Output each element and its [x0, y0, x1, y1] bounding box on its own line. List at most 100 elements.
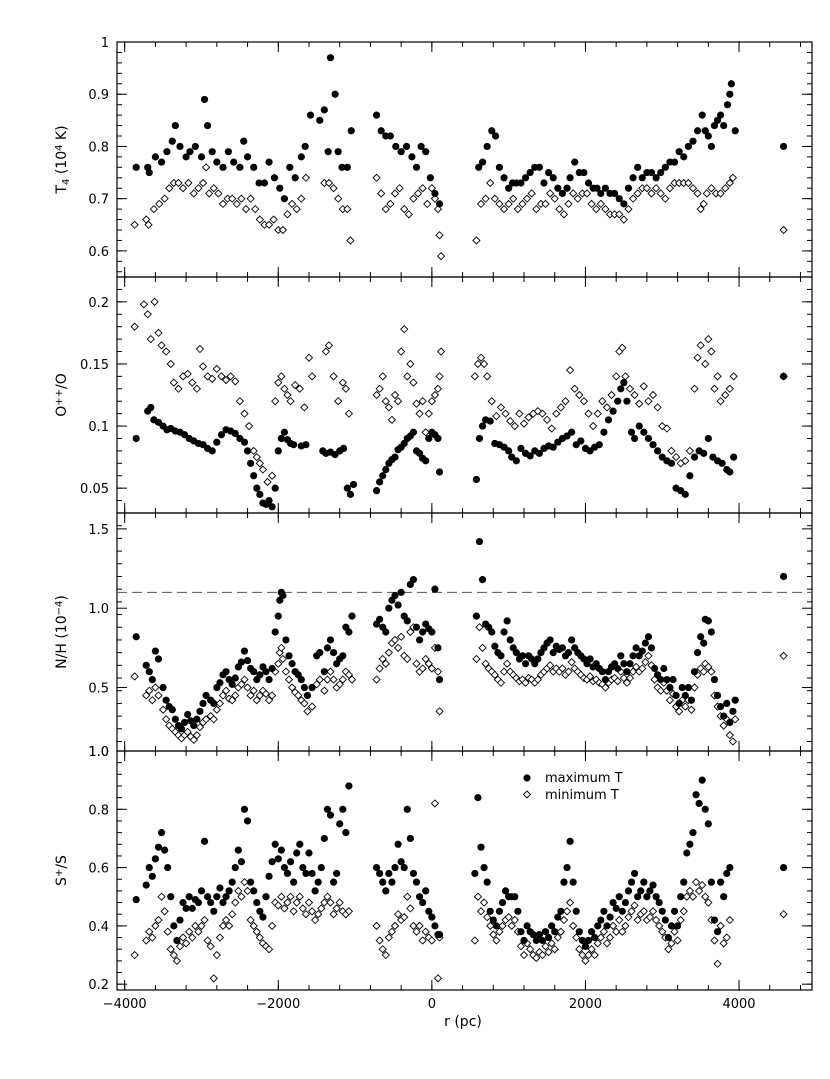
- data-point-min: [310, 915, 320, 925]
- data-point-min: [707, 667, 716, 676]
- data-point-min: [436, 251, 446, 261]
- data-point-min: [544, 947, 553, 957]
- data-point-min: [698, 880, 707, 890]
- data-point-min: [519, 419, 529, 428]
- data-point-min: [479, 359, 489, 369]
- data-point-max: [505, 447, 513, 455]
- data-point-min: [281, 667, 291, 676]
- data-point-min: [435, 372, 444, 381]
- data-point-max: [346, 490, 355, 498]
- y-tick-label: 0.7: [88, 193, 109, 208]
- data-point-min: [400, 912, 409, 922]
- data-point-min: [699, 199, 708, 209]
- data-point-max: [511, 893, 519, 901]
- data-point-max: [171, 121, 179, 130]
- data-point-max: [301, 142, 309, 151]
- data-point-max: [391, 591, 399, 600]
- data-point-min: [545, 189, 555, 198]
- data-point-min: [347, 675, 357, 684]
- data-point-min: [194, 184, 203, 193]
- data-point-max: [534, 655, 542, 663]
- data-point-max: [681, 691, 689, 700]
- data-point-max: [652, 174, 660, 182]
- data-point-max: [188, 904, 196, 912]
- data-point-max: [478, 576, 487, 584]
- data-point-min: [346, 236, 355, 245]
- data-point-min: [381, 397, 390, 406]
- data-point-max: [698, 111, 706, 119]
- data-point-min: [608, 921, 618, 931]
- data-point-max: [617, 385, 625, 393]
- data-point-max: [593, 184, 601, 192]
- data-point-min: [545, 661, 555, 670]
- data-point-min: [341, 384, 350, 393]
- data-point-max: [403, 805, 411, 813]
- data-point-max: [391, 453, 399, 461]
- data-point-min: [174, 178, 183, 188]
- data-point-min: [157, 892, 166, 901]
- data-point-max: [182, 904, 190, 912]
- data-point-min: [470, 372, 480, 381]
- data-point-min: [154, 328, 163, 338]
- data-point-max: [710, 916, 719, 924]
- data-point-max: [538, 936, 547, 945]
- data-point-max: [435, 200, 444, 208]
- data-point-max: [293, 849, 301, 857]
- data-point-min: [378, 945, 387, 954]
- data-point-min: [542, 415, 552, 424]
- data-point-min: [269, 215, 278, 224]
- data-point-max: [394, 601, 402, 609]
- data-point-max: [669, 676, 677, 684]
- data-point-min: [162, 347, 171, 356]
- data-point-max: [392, 142, 400, 151]
- data-point-max: [262, 668, 270, 676]
- y-axis-label-close: /O: [54, 373, 70, 389]
- data-point-max: [575, 928, 583, 936]
- data-point-max: [422, 457, 430, 465]
- data-point-min: [184, 178, 193, 188]
- data-point-max: [376, 869, 384, 878]
- data-point-min: [713, 372, 722, 381]
- data-point-min: [681, 456, 690, 465]
- data-point-min: [584, 950, 593, 960]
- data-point-min: [779, 651, 788, 660]
- data-point-min: [192, 384, 202, 393]
- data-point-max: [549, 174, 557, 182]
- data-point-min: [393, 397, 403, 406]
- data-point-max: [145, 168, 153, 177]
- data-point-max: [577, 437, 585, 445]
- data-point-min: [570, 384, 579, 393]
- data-point-max: [517, 179, 525, 187]
- data-point-max: [704, 434, 712, 443]
- data-point-min: [413, 189, 423, 198]
- data-point-min: [675, 707, 684, 716]
- data-point-min: [582, 189, 592, 198]
- data-point-max: [640, 878, 648, 886]
- data-point-max: [243, 817, 252, 825]
- data-point-max: [435, 676, 444, 684]
- data-point-max: [718, 459, 726, 467]
- data-point-min: [593, 939, 602, 948]
- data-point-max: [286, 858, 295, 866]
- data-point-min: [375, 936, 384, 945]
- data-point-max: [208, 148, 216, 156]
- data-point-min: [619, 673, 628, 683]
- data-point-min: [701, 359, 710, 369]
- data-point-min: [479, 898, 489, 907]
- data-point-min: [198, 362, 208, 371]
- data-point-max: [603, 922, 611, 930]
- data-point-max: [151, 855, 159, 863]
- data-point-min: [707, 184, 716, 193]
- data-point-max: [379, 878, 387, 886]
- data-point-min: [716, 397, 725, 406]
- data-point-min: [228, 696, 237, 705]
- data-point-min: [406, 359, 415, 369]
- data-point-min: [252, 696, 261, 705]
- data-point-max: [372, 487, 381, 495]
- data-point-min: [569, 921, 578, 931]
- data-point-min: [329, 372, 338, 381]
- data-point-max: [503, 617, 511, 625]
- data-point-min: [329, 184, 338, 193]
- data-point-max: [280, 863, 289, 872]
- data-point-max: [164, 863, 172, 872]
